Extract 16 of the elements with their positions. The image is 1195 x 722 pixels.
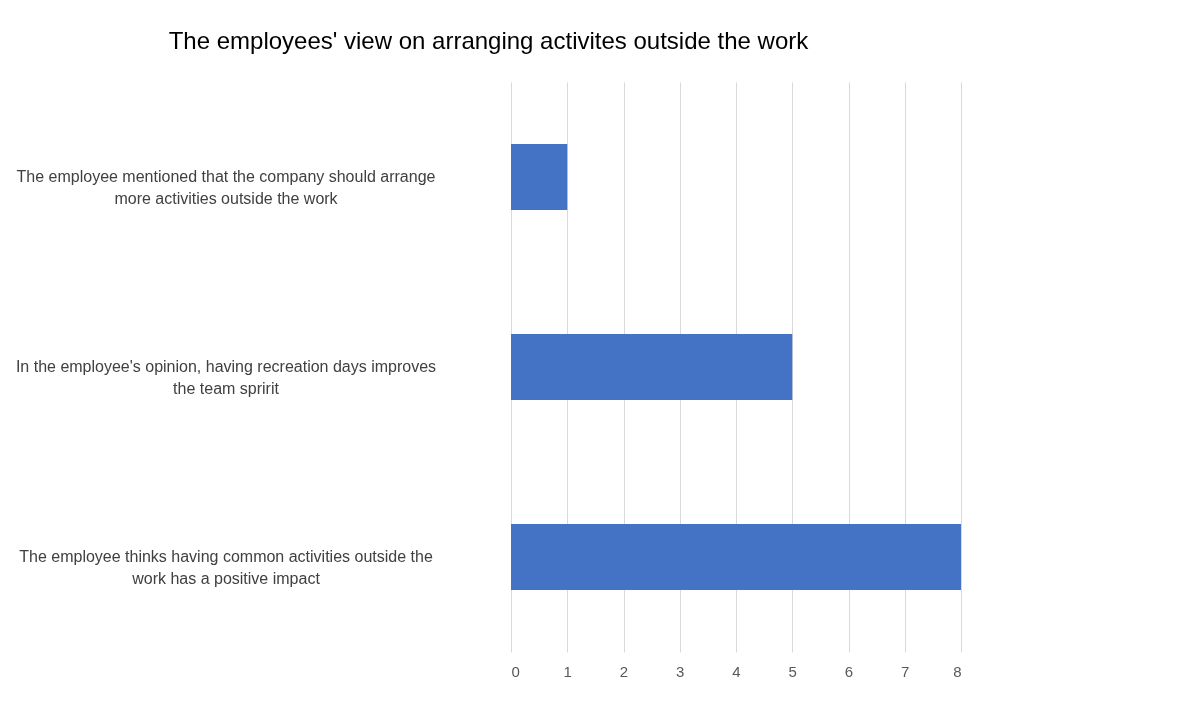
y-tick-label: The employee thinks having common activities outside the work has a positive impact xyxy=(19,548,433,587)
x-tick-label: 1 xyxy=(563,662,572,680)
bar xyxy=(511,334,793,400)
x-tick-label: 5 xyxy=(788,662,797,680)
y-tick-label: The employee mentioned that the company should arrange more activities outside the work xyxy=(16,168,436,207)
x-tick-label: 2 xyxy=(619,662,629,680)
x-tick-label: 3 xyxy=(676,662,685,680)
bar xyxy=(511,524,961,590)
y-tick-label: In the employee's opinion, having recreation days improves the team spririt xyxy=(15,358,437,397)
x-tick-label: 4 xyxy=(732,662,741,680)
x-tick-label: 8 xyxy=(953,662,962,680)
x-tick-label: 6 xyxy=(844,662,854,680)
x-tick-label: 7 xyxy=(901,662,910,680)
chart-title: The employees' view on arranging activites outside the work xyxy=(168,27,810,54)
bar xyxy=(511,144,568,210)
x-tick-label: 0 xyxy=(511,662,520,680)
